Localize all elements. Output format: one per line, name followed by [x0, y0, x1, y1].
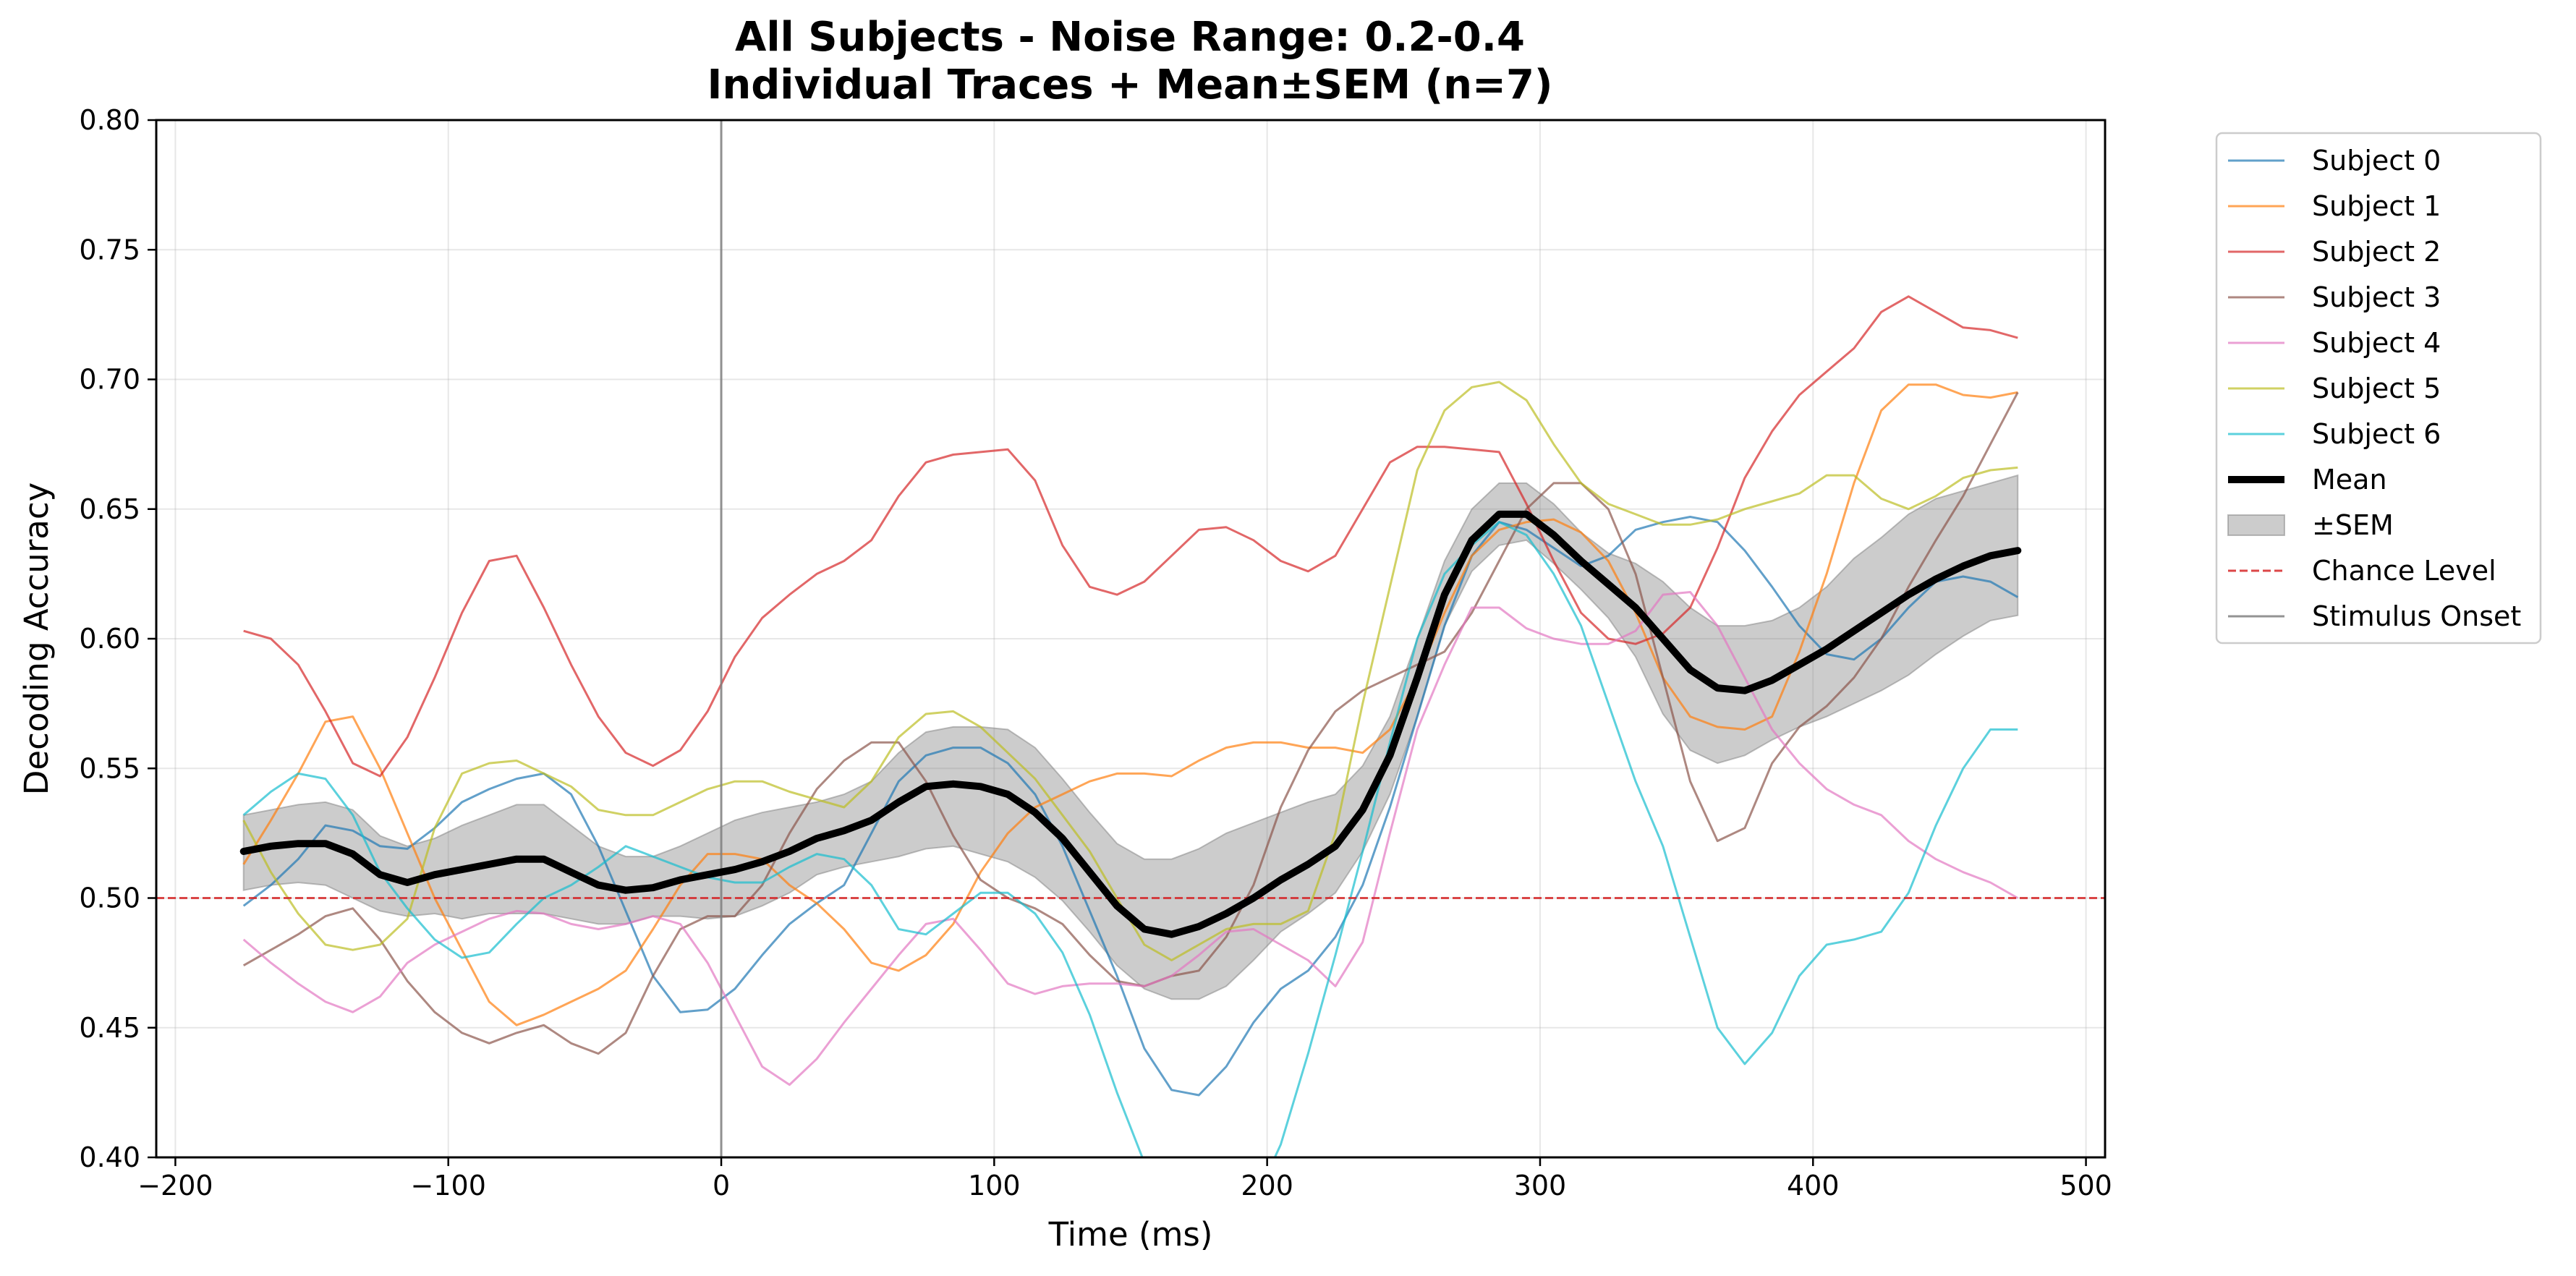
y-tick-label: 0.65	[79, 493, 140, 525]
sem-band	[242, 474, 2019, 1000]
legend-label: Mean	[2312, 464, 2387, 495]
x-tick-label: 500	[2059, 1170, 2112, 1201]
y-tick-label: 0.55	[79, 752, 140, 784]
legend-label: ±SEM	[2312, 509, 2394, 541]
x-tick-label: 400	[1787, 1170, 1840, 1201]
axis-ticks: −200 −100 0 100 200 300 400 500 0.40 0.45 0.50 0.55…	[79, 104, 2112, 1201]
x-tick-label: 200	[1241, 1170, 1293, 1201]
legend-label: Chance Level	[2312, 555, 2496, 587]
series-line-subject-0	[242, 516, 2019, 1097]
legend-label: Stimulus Onset	[2312, 600, 2521, 632]
x-tick-label: 0	[713, 1170, 730, 1201]
y-tick-label: 0.80	[79, 104, 140, 136]
reference-lines	[156, 120, 2105, 1157]
y-tick-label: 0.60	[79, 623, 140, 655]
legend-label: Subject 0	[2312, 145, 2441, 176]
y-tick-label: 0.75	[79, 234, 140, 265]
legend-subject-5: Subject 5	[2228, 373, 2441, 404]
series-line-subject-6	[242, 521, 2018, 1157]
legend-label: Subject 1	[2312, 190, 2441, 222]
legend-chance-level: Chance Level	[2228, 555, 2496, 587]
legend-stimulus-onset: Stimulus Onset	[2228, 600, 2521, 632]
legend-subject-3: Subject 3	[2228, 281, 2441, 313]
mean-layer	[239, 510, 2022, 938]
series-line-subject-4	[242, 591, 2019, 1086]
legend-label: Subject 6	[2312, 418, 2441, 450]
x-tick-label: 300	[1514, 1170, 1567, 1201]
legend-frame	[2215, 132, 2542, 645]
series-line-subject-1	[242, 383, 2018, 1026]
mean-line	[239, 510, 2022, 938]
y-tick-label: 0.70	[79, 364, 140, 396]
y-tick-label: 0.40	[79, 1141, 140, 1173]
legend-label: Subject 5	[2312, 373, 2441, 404]
legend: Subject 0 Subject 1 Subject 2 Subject 3 Subj…	[2215, 132, 2542, 645]
legend-label: Subject 4	[2312, 327, 2441, 359]
y-axis-label: Decoding Accuracy	[17, 482, 56, 796]
x-tick-label: −100	[411, 1170, 486, 1201]
x-tick-label: 100	[968, 1170, 1021, 1201]
legend-label: Subject 2	[2312, 236, 2441, 268]
legend-subject-6: Subject 6	[2228, 418, 2441, 450]
y-tick-label: 0.50	[79, 882, 140, 914]
legend-subject-2: Subject 2	[2228, 236, 2441, 268]
series-line-subject-2	[243, 295, 2018, 778]
legend-subject-1: Subject 1	[2228, 190, 2441, 222]
x-axis-label: Time (ms)	[1048, 1215, 1213, 1254]
sem-band-layer	[242, 474, 2019, 1000]
legend-subject-0: Subject 0	[2228, 145, 2441, 176]
chart-title: All Subjects - Noise Range: 0.2-0.4	[735, 14, 1525, 61]
y-tick-label: 0.45	[79, 1012, 140, 1044]
legend-mean: Mean	[2228, 464, 2387, 495]
x-tick-label: −200	[137, 1170, 213, 1201]
series-line-subject-3	[242, 391, 2019, 1055]
legend-sem: ±SEM	[2227, 509, 2394, 541]
series-layer	[242, 295, 2019, 1157]
chart-subtitle: Individual Traces + Mean±SEM (n=7)	[707, 61, 1552, 109]
legend-swatch	[2227, 514, 2285, 536]
legend-label: Subject 3	[2312, 281, 2441, 313]
legend-subject-4: Subject 4	[2228, 327, 2441, 359]
